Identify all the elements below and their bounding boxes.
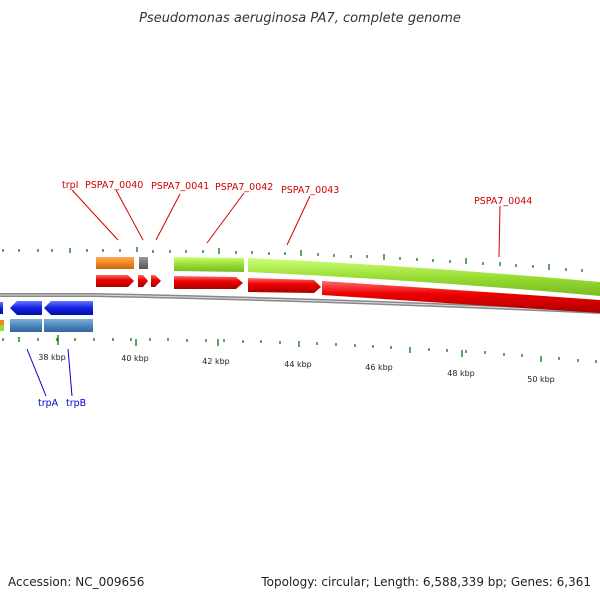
gene-trpA[interactable] xyxy=(10,319,42,332)
cds-0044[interactable] xyxy=(322,281,600,313)
gene-green-0042[interactable] xyxy=(174,257,244,272)
ruler-label-48: 48 kbp xyxy=(447,369,475,378)
label-trpB[interactable]: trpB xyxy=(66,398,86,409)
accession-label: Accession: NC_009656 xyxy=(8,575,144,589)
ruler-label-38: 38 kbp xyxy=(38,353,66,362)
gene-left-green xyxy=(0,325,4,331)
gene-orange-trpI[interactable] xyxy=(96,257,134,269)
label-PSPA7_0044[interactable]: PSPA7_0044 xyxy=(474,196,532,207)
topology-label: Topology: circular; Length: 6,588,339 bp… xyxy=(260,575,591,589)
cds-0042[interactable] xyxy=(174,276,243,289)
ruler-label-44: 44 kbp xyxy=(284,360,312,369)
ticks-upper xyxy=(2,247,583,272)
label-PSPA7_0040[interactable]: PSPA7_0040 xyxy=(85,180,143,191)
genome-title: Pseudomonas aeruginosa PA7, complete gen… xyxy=(139,11,461,26)
cds-0043[interactable] xyxy=(248,278,321,293)
gene-left-orange xyxy=(0,320,4,325)
ruler-label-46: 46 kbp xyxy=(365,363,393,372)
label-trpI[interactable]: trpI xyxy=(62,180,78,191)
gene-trpB[interactable] xyxy=(44,319,93,332)
leader-lines-bottom xyxy=(26,348,73,397)
cds-trpI[interactable] xyxy=(96,275,134,287)
ruler-label-50: 50 kbp xyxy=(527,375,555,384)
genome-backbone-highlight xyxy=(0,294,600,313)
label-trpA[interactable]: trpA xyxy=(38,398,59,409)
ruler-label-40: 40 kbp xyxy=(121,354,149,363)
label-PSPA7_0043[interactable]: PSPA7_0043 xyxy=(281,185,339,196)
ticks-lower xyxy=(2,335,597,363)
cds-left-edge[interactable] xyxy=(0,302,3,314)
label-PSPA7_0041[interactable]: PSPA7_0041 xyxy=(151,181,209,192)
leader-lines-top xyxy=(71,189,501,258)
cds-0041[interactable] xyxy=(151,275,161,287)
gene-green-0043[interactable] xyxy=(248,258,600,296)
label-PSPA7_0042[interactable]: PSPA7_0042 xyxy=(215,182,273,193)
cds-trpB[interactable] xyxy=(44,301,93,315)
cds-trpA[interactable] xyxy=(10,301,42,315)
ruler-label-42: 42 kbp xyxy=(202,357,230,366)
gene-gray-0040[interactable] xyxy=(139,257,148,269)
cds-0040[interactable] xyxy=(138,275,148,287)
